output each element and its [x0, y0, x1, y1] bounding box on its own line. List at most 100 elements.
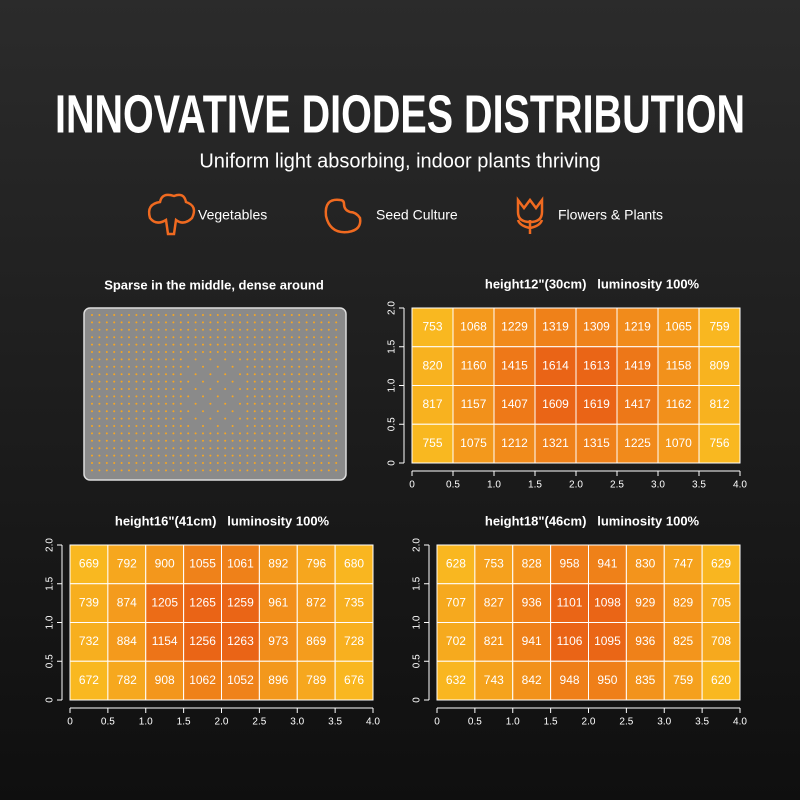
heat-cell [107, 622, 147, 662]
led-dot [335, 425, 338, 427]
led-dot [105, 432, 108, 435]
led-dot [320, 321, 323, 324]
led-dot [298, 373, 301, 376]
led-dot [179, 447, 182, 450]
led-dot [305, 373, 308, 376]
led-dot [231, 469, 234, 472]
cell-label: 812 [709, 397, 729, 411]
led-dot [224, 439, 227, 442]
cell-label: 941 [522, 634, 542, 648]
led-dot [253, 447, 256, 450]
led-dot [128, 447, 130, 450]
heat-cell [183, 660, 222, 701]
led-dot [246, 336, 249, 339]
led-dot [165, 358, 167, 361]
led-dot [157, 469, 160, 472]
led-dot [327, 343, 330, 346]
led-dot [261, 439, 264, 442]
led-dot [327, 462, 330, 464]
led-dot [239, 388, 241, 390]
led-dot [98, 469, 101, 472]
led-dot [246, 432, 249, 435]
led-dot [298, 469, 301, 472]
cell-label: 961 [268, 595, 288, 609]
led-dot [150, 410, 153, 413]
heat-cell [145, 544, 185, 585]
led-dot [165, 314, 167, 316]
led-dot [313, 395, 315, 398]
led-dot [172, 388, 175, 390]
cell-label: 782 [117, 673, 137, 687]
led-dot [246, 447, 249, 450]
led-dot [313, 380, 315, 383]
led-dot [253, 321, 256, 324]
cell-label: 669 [79, 557, 99, 571]
led-dot [179, 425, 182, 427]
led-dot [305, 358, 308, 361]
led-dot [290, 358, 293, 361]
cell-label: 632 [446, 673, 466, 687]
led-dot [172, 454, 175, 457]
heat-cell [493, 423, 536, 464]
led-dot [209, 439, 212, 442]
x-tick-label: 1.5 [544, 717, 558, 728]
led-dot [150, 388, 153, 390]
led-dot [335, 432, 338, 435]
x-tick-label: 1.0 [139, 717, 153, 728]
led-dot [224, 432, 227, 435]
heat-cell [701, 544, 741, 585]
led-dot [113, 454, 116, 457]
y-tick-label: 1.0 [412, 615, 423, 629]
led-dot [261, 469, 264, 472]
y-tick-label: 1.5 [412, 576, 423, 590]
led-dot [298, 402, 301, 405]
cell-label: 702 [446, 634, 466, 648]
heat-cell [550, 544, 589, 585]
led-dot [179, 321, 182, 324]
led-dot [283, 462, 286, 464]
led-dot [142, 351, 145, 353]
cell-label: 680 [344, 557, 364, 571]
led-dot [165, 469, 167, 472]
led-dot [224, 447, 227, 450]
led-dot [268, 432, 271, 435]
cell-label: 936 [635, 634, 655, 648]
cell-label: 929 [635, 595, 655, 609]
heat-cell [69, 583, 109, 623]
led-dot [142, 425, 145, 427]
heat-cell [701, 660, 741, 701]
heat-cell [452, 307, 495, 348]
x-tick-label: 3.0 [651, 480, 665, 491]
led-dot [150, 417, 153, 420]
led-dot [320, 343, 323, 346]
led-dot [135, 439, 138, 442]
led-dot [253, 343, 256, 346]
led-dot [172, 336, 175, 339]
led-dot [320, 417, 323, 420]
led-dot [98, 410, 101, 413]
led-dot [268, 395, 271, 398]
led-dot [150, 373, 153, 376]
led-dot [268, 410, 271, 413]
led-dot [290, 410, 293, 413]
cell-label: 874 [117, 595, 137, 609]
led-dot [305, 388, 308, 390]
led-dot [313, 358, 315, 361]
cell-label: 1259 [227, 595, 254, 609]
led-dot [98, 395, 101, 398]
led-dot [105, 365, 108, 368]
led-dot [194, 336, 197, 339]
x-tick-label: 1.5 [528, 480, 542, 491]
panel-title: Sparse in the middle, dense around [104, 277, 324, 292]
led-dot [113, 432, 116, 435]
cell-label: 1154 [152, 634, 178, 648]
led-dot [157, 373, 160, 376]
led-dot [128, 358, 130, 361]
led-dot [128, 454, 130, 457]
led-dot [335, 388, 338, 390]
led-dot [135, 462, 138, 464]
led-dot [335, 358, 338, 361]
cell-label: 1075 [460, 436, 487, 450]
led-dot [157, 410, 160, 413]
led-dot [135, 343, 138, 346]
